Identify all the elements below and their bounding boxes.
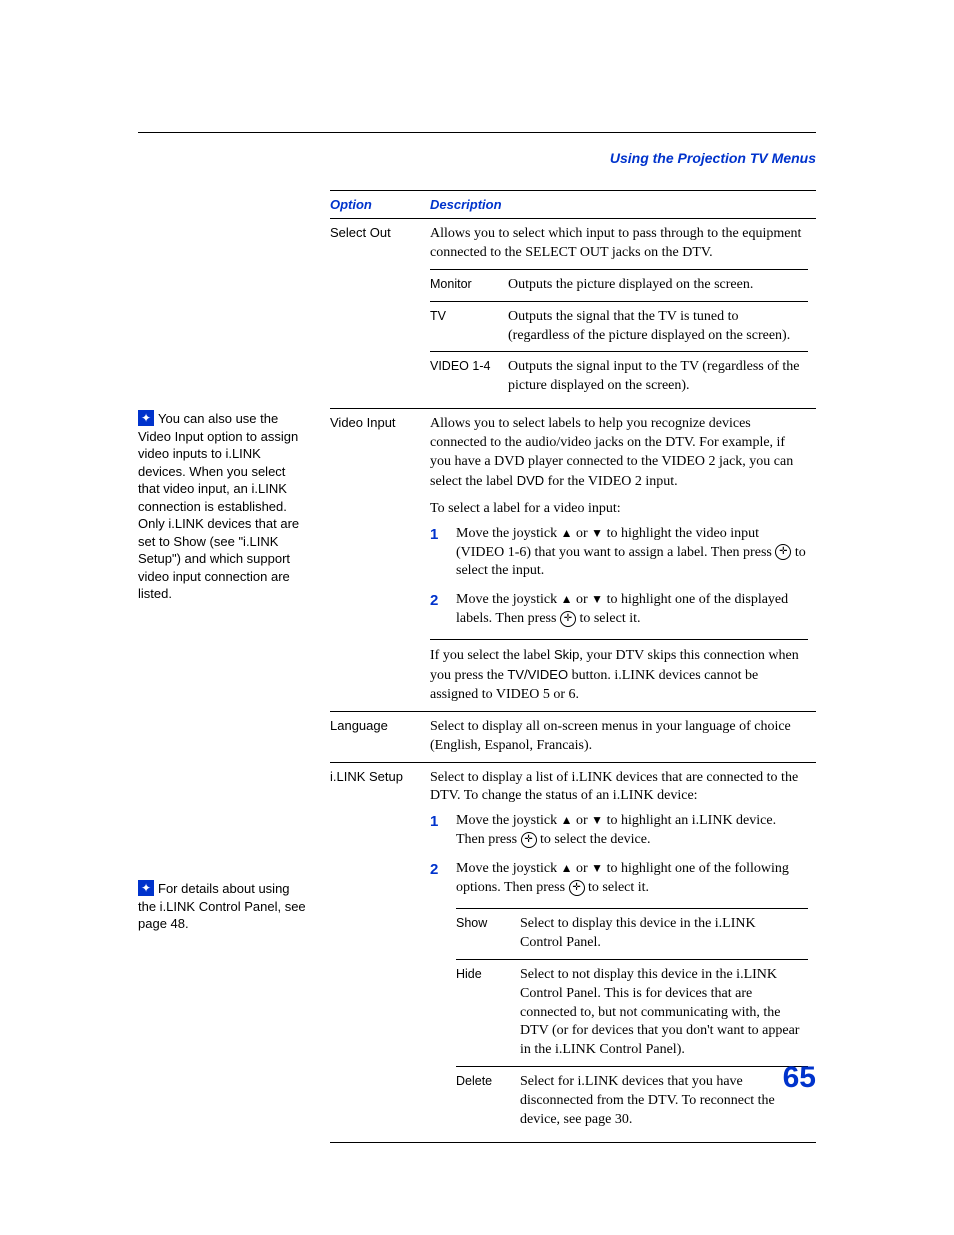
down-arrow-icon: ▼ [591, 592, 603, 606]
option-description: Allows you to select which input to pass… [430, 219, 816, 409]
video-input-intro: To select a label for a video input: [430, 500, 808, 519]
option-label: Select Out [330, 219, 430, 409]
enter-icon: ✛ [569, 880, 585, 896]
ilink-subtable-wrap: Show Select to display this device in th… [456, 908, 808, 1136]
sub-text: Outputs the signal input to the TV (rega… [508, 352, 808, 402]
sub-text: Outputs the signal that the TV is tuned … [508, 301, 808, 352]
sub-label: VIDEO 1-4 [430, 352, 508, 402]
down-arrow-icon: ▼ [591, 526, 603, 540]
sub-row: Monitor Outputs the picture displayed on… [430, 269, 808, 301]
options-table: Option Description Select Out Allows you… [330, 190, 816, 1143]
down-arrow-icon: ▼ [591, 813, 603, 827]
video-input-steps: 1 Move the joystick ▲ or ▼ to highlight … [430, 525, 808, 629]
option-label: i.LINK Setup [330, 762, 430, 1142]
step-number: 1 [430, 812, 456, 850]
select-out-subtable: Monitor Outputs the picture displayed on… [430, 269, 808, 402]
step: 1 Move the joystick ▲ or ▼ to highlight … [430, 525, 808, 582]
row-ilink-setup: i.LINK Setup Select to display a list of… [330, 762, 816, 1142]
option-label: Video Input [330, 409, 430, 712]
sub-label: Monitor [430, 269, 508, 301]
sub-row: Hide Select to not display this device i… [456, 959, 808, 1066]
enter-icon: ✛ [775, 544, 791, 560]
margin-note-ilink: ✦For details about using the i.LINK Cont… [138, 880, 308, 933]
page: Using the Projection TV Menus ✦You can a… [0, 0, 954, 1235]
top-rule [138, 132, 816, 133]
step-number: 2 [430, 591, 456, 629]
margin-note-text: You can also use the Video Input option … [138, 411, 299, 601]
enter-icon: ✛ [560, 611, 576, 627]
step-text: Move the joystick ▲ or ▼ to highlight on… [456, 591, 808, 629]
step-text: Move the joystick ▲ or ▼ to highlight an… [456, 812, 808, 850]
tip-icon: ✦ [138, 880, 154, 896]
down-arrow-icon: ▼ [591, 861, 603, 875]
sub-label: Show [456, 908, 520, 959]
step-number: 1 [430, 525, 456, 582]
sub-text: Outputs the picture displayed on the scr… [508, 269, 808, 301]
up-arrow-icon: ▲ [561, 592, 573, 606]
sub-row: Delete Select for i.LINK devices that yo… [456, 1067, 808, 1136]
row-language: Language Select to display all on-screen… [330, 711, 816, 762]
col-header-option: Option [330, 191, 430, 219]
step: 1 Move the joystick ▲ or ▼ to highlight … [430, 812, 808, 850]
sub-row: Show Select to display this device in th… [456, 908, 808, 959]
row-select-out: Select Out Allows you to select which in… [330, 219, 816, 409]
sub-row: TV Outputs the signal that the TV is tun… [430, 301, 808, 352]
enter-icon: ✛ [521, 832, 537, 848]
up-arrow-icon: ▲ [561, 813, 573, 827]
sub-label: Delete [456, 1067, 520, 1136]
sub-text: Select to not display this device in the… [520, 959, 808, 1066]
sub-text: Select for i.LINK devices that you have … [520, 1067, 808, 1136]
closing-rule [330, 1142, 816, 1143]
sub-text: Select to display this device in the i.L… [520, 908, 808, 959]
up-arrow-icon: ▲ [561, 861, 573, 875]
option-label: Language [330, 711, 430, 762]
step-text: Move the joystick ▲ or ▼ to highlight on… [456, 860, 808, 898]
step: 2 Move the joystick ▲ or ▼ to highlight … [430, 860, 808, 898]
video-input-note: If you select the label Skip, your DTV s… [430, 639, 808, 705]
step-number: 2 [430, 860, 456, 898]
ilink-steps: 1 Move the joystick ▲ or ▼ to highlight … [430, 812, 808, 898]
main-content: Option Description Select Out Allows you… [330, 190, 816, 1143]
margin-note-video-input: ✦You can also use the Video Input option… [138, 410, 308, 603]
ilink-desc: Select to display a list of i.LINK devic… [430, 769, 808, 807]
select-out-desc: Allows you to select which input to pass… [430, 225, 808, 263]
page-number: 65 [783, 1061, 816, 1095]
video-input-desc: Allows you to select labels to help you … [430, 415, 808, 492]
margin-note-text: For details about using the i.LINK Contr… [138, 881, 306, 931]
option-description: Allows you to select labels to help you … [430, 409, 816, 712]
option-description: Select to display a list of i.LINK devic… [430, 762, 816, 1142]
row-video-input: Video Input Allows you to select labels … [330, 409, 816, 712]
col-header-description: Description [430, 191, 816, 219]
step-text: Move the joystick ▲ or ▼ to highlight th… [456, 525, 808, 582]
step: 2 Move the joystick ▲ or ▼ to highlight … [430, 591, 808, 629]
running-head: Using the Projection TV Menus [610, 150, 816, 166]
ilink-subtable: Show Select to display this device in th… [456, 908, 808, 1136]
up-arrow-icon: ▲ [561, 526, 573, 540]
sub-label: TV [430, 301, 508, 352]
sub-label: Hide [456, 959, 520, 1066]
tip-icon: ✦ [138, 410, 154, 426]
option-description: Select to display all on-screen menus in… [430, 711, 816, 762]
sub-row: VIDEO 1-4 Outputs the signal input to th… [430, 352, 808, 402]
